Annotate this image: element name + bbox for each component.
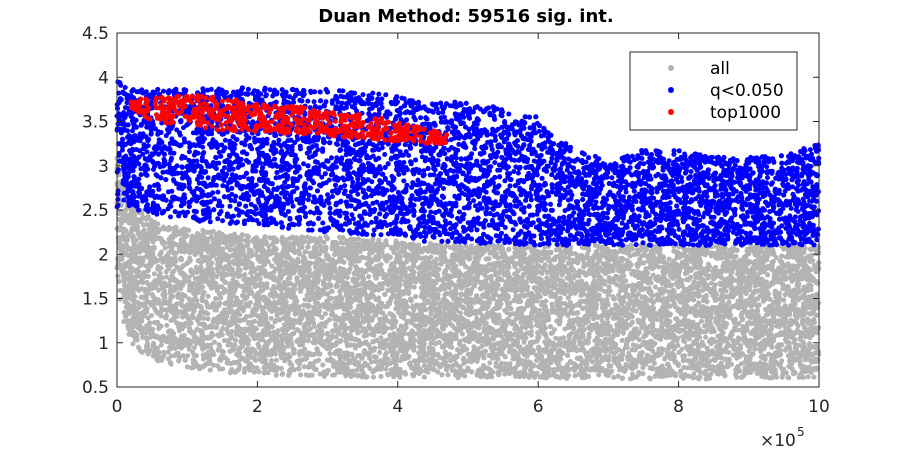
data-point (596, 372, 602, 378)
data-point (219, 332, 225, 338)
data-point (165, 356, 171, 362)
data-point (487, 360, 493, 366)
data-point (151, 271, 157, 277)
data-point (699, 318, 704, 324)
data-point (184, 364, 190, 370)
data-point (268, 315, 274, 321)
data-point (164, 322, 170, 328)
data-point (383, 366, 389, 372)
data-point (805, 374, 811, 380)
data-point (640, 365, 646, 371)
data-point (302, 297, 308, 303)
data-point (703, 334, 709, 340)
data-point (205, 293, 211, 299)
data-point (145, 315, 151, 321)
data-point (662, 356, 668, 362)
data-point (486, 256, 492, 262)
data-point (535, 262, 541, 268)
data-point (458, 310, 463, 316)
data-point (411, 284, 417, 290)
data-point (162, 245, 168, 251)
data-point (237, 312, 243, 318)
data-point (553, 247, 559, 253)
data-point (142, 311, 148, 317)
points-layer (114, 79, 822, 382)
data-point (130, 341, 136, 347)
data-point (117, 296, 123, 302)
data-point (736, 320, 742, 326)
data-point (273, 372, 279, 378)
series-all (114, 141, 822, 382)
data-point (774, 279, 780, 285)
data-point (575, 301, 581, 307)
data-point (652, 284, 658, 290)
chart-title: Duan Method: 59516 sig. int. (318, 6, 613, 27)
data-point (751, 270, 757, 276)
data-point (233, 332, 239, 338)
data-point (746, 348, 752, 354)
data-point (329, 288, 335, 294)
data-point (172, 345, 178, 351)
data-point (298, 372, 304, 378)
data-point (273, 357, 279, 363)
